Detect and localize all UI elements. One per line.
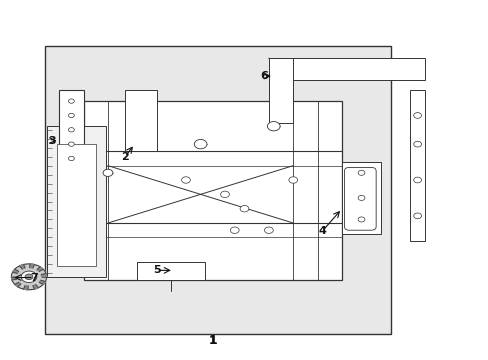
Polygon shape	[83, 101, 341, 280]
Polygon shape	[41, 274, 46, 277]
Circle shape	[68, 128, 74, 132]
Circle shape	[103, 169, 113, 176]
Polygon shape	[39, 280, 45, 284]
Text: 1: 1	[208, 336, 216, 346]
Text: 4: 4	[318, 226, 326, 236]
Polygon shape	[268, 58, 424, 80]
Circle shape	[413, 113, 421, 118]
Polygon shape	[20, 265, 25, 269]
Circle shape	[68, 113, 74, 118]
Polygon shape	[268, 58, 293, 123]
Text: 7: 7	[30, 273, 38, 283]
Polygon shape	[137, 262, 205, 280]
Circle shape	[230, 227, 239, 233]
Text: 1: 1	[208, 334, 217, 347]
Circle shape	[68, 156, 74, 161]
Circle shape	[357, 217, 364, 222]
Polygon shape	[409, 90, 424, 241]
Bar	[57, 144, 96, 266]
Circle shape	[357, 195, 364, 201]
Text: 5: 5	[153, 265, 160, 275]
Circle shape	[413, 213, 421, 219]
Polygon shape	[341, 162, 380, 234]
Polygon shape	[37, 267, 43, 271]
FancyBboxPatch shape	[344, 167, 375, 230]
Circle shape	[181, 177, 190, 183]
Circle shape	[357, 170, 364, 175]
Polygon shape	[30, 264, 34, 268]
Circle shape	[68, 142, 74, 146]
Polygon shape	[125, 90, 157, 151]
Polygon shape	[59, 90, 83, 173]
Text: 3: 3	[48, 136, 56, 145]
Circle shape	[220, 191, 229, 198]
Circle shape	[21, 271, 37, 283]
Circle shape	[413, 177, 421, 183]
Circle shape	[267, 122, 280, 131]
Text: 2: 2	[121, 152, 129, 162]
Circle shape	[240, 206, 248, 212]
Polygon shape	[11, 264, 46, 290]
Circle shape	[25, 274, 33, 280]
Bar	[47, 126, 105, 277]
Circle shape	[194, 139, 206, 149]
Circle shape	[413, 141, 421, 147]
Text: 6: 6	[260, 71, 267, 81]
Polygon shape	[15, 282, 21, 287]
Polygon shape	[33, 285, 38, 289]
Polygon shape	[13, 269, 19, 273]
Circle shape	[68, 99, 74, 103]
Circle shape	[288, 177, 297, 183]
Polygon shape	[44, 45, 390, 334]
Circle shape	[264, 227, 273, 233]
Polygon shape	[11, 277, 17, 280]
Polygon shape	[23, 286, 28, 290]
